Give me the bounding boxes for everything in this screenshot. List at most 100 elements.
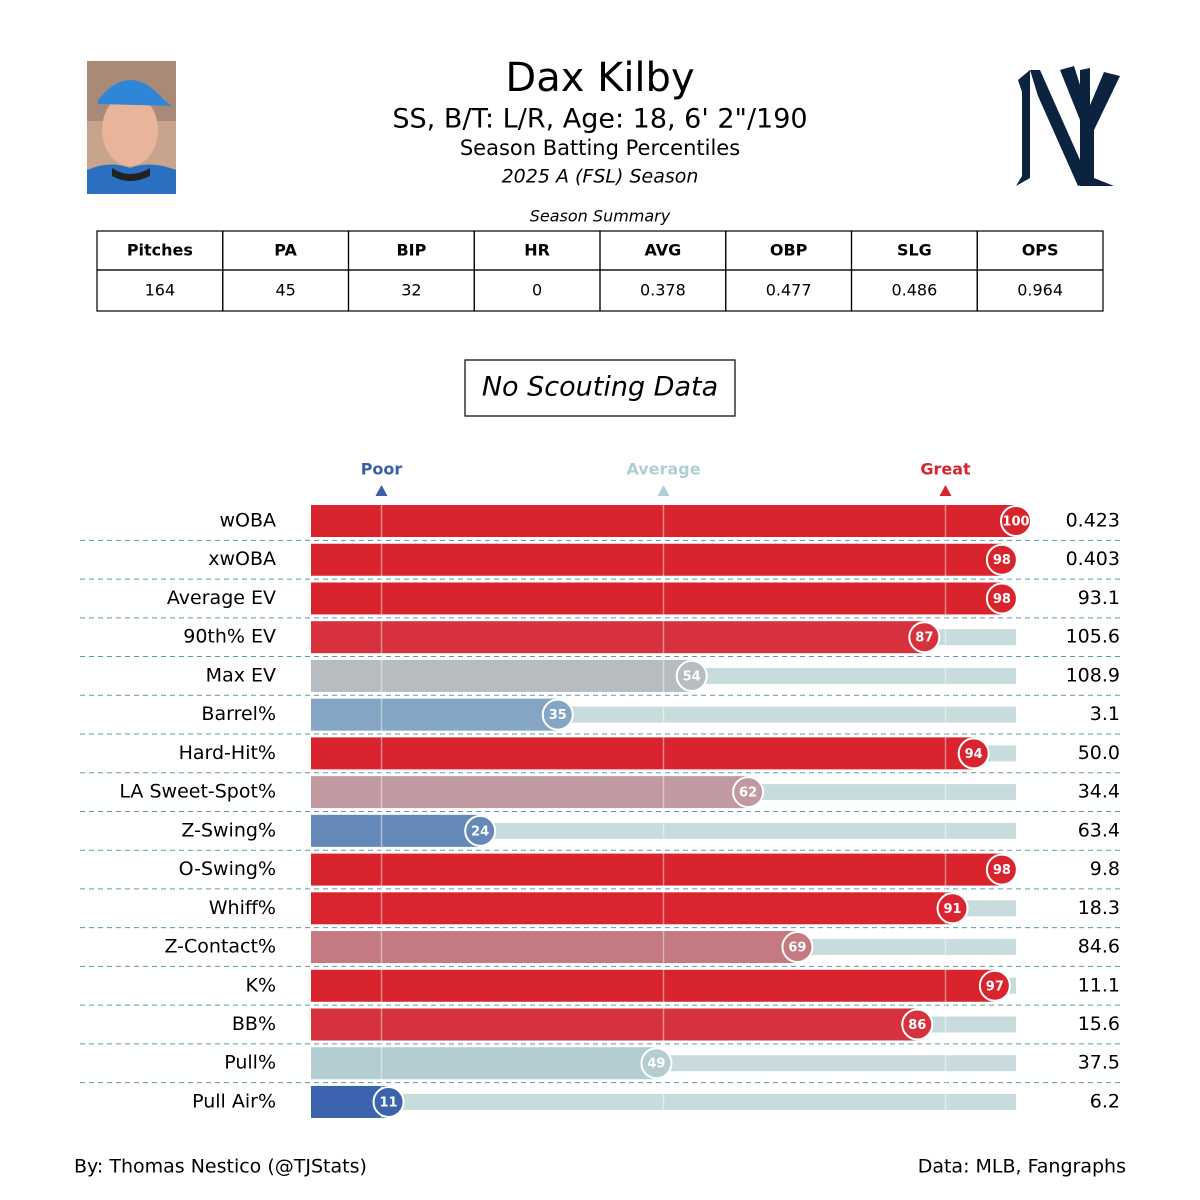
percentile-dot	[985, 853, 1018, 886]
column-header: PA	[274, 241, 297, 260]
cell-value: 0.486	[891, 281, 937, 300]
percentile-dot	[675, 659, 708, 692]
percentile-label: 62	[739, 786, 757, 801]
bar	[311, 892, 953, 925]
stat-value: 18.3	[1078, 897, 1120, 919]
bar	[311, 659, 692, 692]
bar	[311, 1008, 918, 1041]
percentile-dot	[464, 814, 497, 847]
percentile-dot	[985, 543, 1018, 576]
bar	[311, 853, 1002, 886]
column-header: OPS	[1022, 241, 1059, 260]
column-header: Pitches	[127, 241, 193, 260]
row-label: Barrel%	[201, 703, 276, 725]
percentile-label: 69	[788, 941, 806, 956]
percentile-label: 97	[986, 979, 1004, 994]
percentile-label: 86	[908, 1018, 926, 1033]
cell-value: 32	[401, 281, 421, 300]
reference-arrow	[375, 485, 388, 496]
percentile-dot	[985, 582, 1018, 615]
cell	[976, 269, 1104, 312]
reference-arrow	[657, 485, 670, 496]
row-label: Pull%	[224, 1052, 276, 1074]
reference-label: Poor	[361, 460, 403, 479]
percentile-label: 91	[944, 902, 962, 917]
stat-value: 84.6	[1078, 936, 1120, 958]
percentile-dot	[732, 776, 765, 809]
row-label: K%	[245, 974, 276, 996]
percentile-label: 35	[549, 708, 567, 723]
reference-label: Great	[920, 460, 971, 479]
note-box	[464, 359, 736, 417]
percentile-dot	[936, 892, 969, 925]
percentile-label: 98	[993, 553, 1011, 568]
table-title: Season Summary	[530, 207, 671, 226]
percentile-label: 98	[993, 863, 1011, 878]
row-label: Pull Air%	[192, 1090, 276, 1112]
row-label: xwOBA	[208, 548, 276, 570]
percentile-label: 54	[683, 669, 701, 684]
percentile-label: 98	[993, 592, 1011, 607]
cell-value: 0	[532, 281, 542, 300]
percentile-dot	[781, 931, 814, 964]
stat-value: 0.423	[1066, 510, 1120, 532]
row-label: LA Sweet-Spot%	[119, 781, 276, 803]
bar	[311, 621, 925, 654]
percentile-label: 87	[915, 631, 933, 646]
row-label: Max EV	[206, 664, 276, 686]
percentile-label: 49	[647, 1057, 665, 1072]
bar	[311, 1047, 657, 1080]
season: 2025 A (FSL) Season	[502, 166, 699, 188]
percentile-label: 94	[965, 747, 983, 762]
percentile-dot	[640, 1047, 673, 1080]
note: No Scouting Data	[482, 372, 718, 403]
cell-value: 45	[275, 281, 295, 300]
row-label: Whiff%	[209, 897, 276, 919]
column-header: SLG	[897, 241, 932, 260]
stat-value: 15.6	[1078, 1013, 1120, 1035]
bar	[311, 814, 481, 847]
row-label: Average EV	[167, 587, 276, 609]
bar	[311, 931, 798, 964]
row-label: Hard-Hit%	[179, 742, 276, 764]
title: Dax Kilby	[505, 55, 694, 101]
stat-value: 0.403	[1066, 548, 1120, 570]
percentile-dot	[541, 698, 574, 731]
stat-value: 93.1	[1078, 587, 1120, 609]
percentile-dot	[372, 1085, 405, 1118]
column-header: HR	[524, 241, 550, 260]
heading: Season Batting Percentiles	[460, 136, 740, 160]
bar	[311, 776, 749, 809]
percentile-dot	[1000, 505, 1032, 537]
percentile-dot	[901, 1008, 934, 1041]
stat-value: 63.4	[1078, 819, 1120, 841]
cell-value: 0.964	[1017, 281, 1063, 300]
stat-value: 34.4	[1078, 781, 1120, 803]
stat-value: 3.1	[1090, 703, 1120, 725]
stat-value: 6.2	[1090, 1090, 1120, 1112]
cell-value: 0.378	[640, 281, 686, 300]
bar	[311, 582, 1002, 615]
footer-right: Data: MLB, Fangraphs	[918, 1156, 1126, 1178]
track	[311, 1093, 1016, 1110]
row-label: wOBA	[219, 510, 276, 532]
column-header: OBP	[770, 241, 808, 260]
bar	[311, 737, 974, 770]
percentile-label: 100	[1002, 515, 1029, 530]
percentile-label: 11	[380, 1095, 398, 1110]
player-photo	[87, 61, 176, 194]
row-label: Z-Swing%	[181, 819, 276, 841]
stat-value: 108.9	[1066, 664, 1120, 686]
cell-value: 0.477	[766, 281, 812, 300]
bar	[311, 969, 995, 1002]
stat-value: 37.5	[1078, 1052, 1120, 1074]
row-label: 90th% EV	[183, 626, 276, 648]
cell-value: 164	[145, 281, 176, 300]
row-label: Z-Contact%	[164, 936, 276, 958]
subtitle: SS, B/T: L/R, Age: 18, 6' 2"/190	[392, 104, 807, 135]
percentile-dot	[957, 737, 990, 770]
stat-value: 11.1	[1078, 974, 1120, 996]
stat-value: 9.8	[1090, 858, 1120, 880]
stat-value: 105.6	[1066, 626, 1120, 648]
